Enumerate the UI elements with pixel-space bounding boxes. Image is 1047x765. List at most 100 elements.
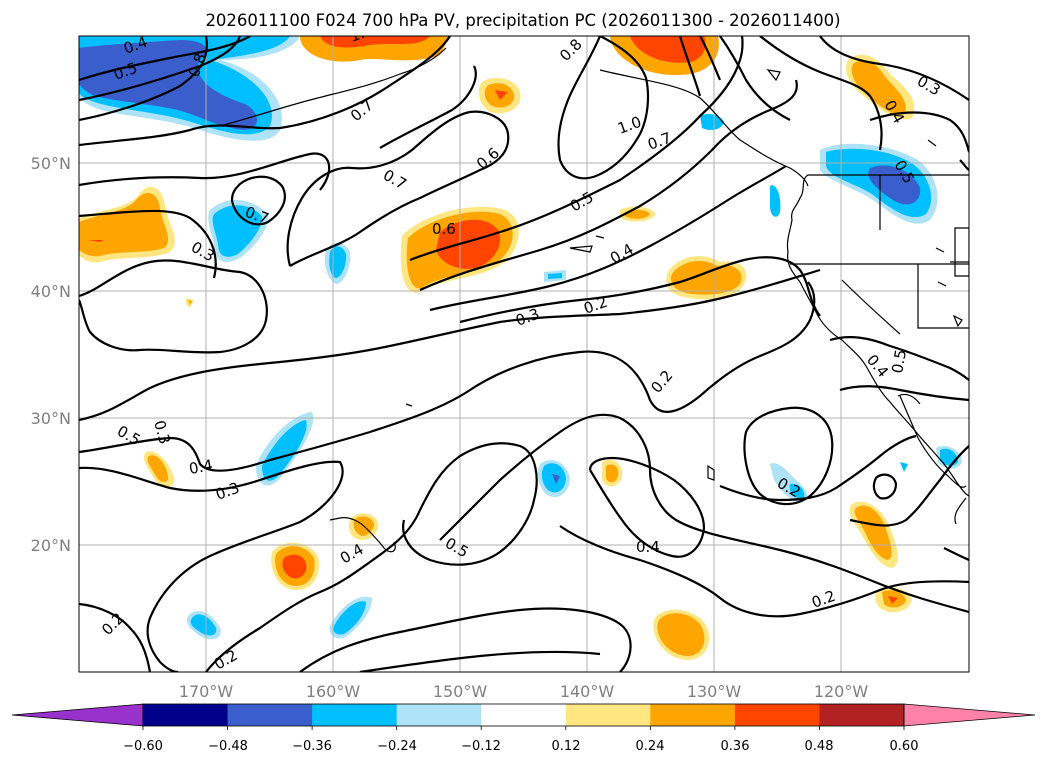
pv-contour [79, 36, 242, 102]
us-state-border [917, 264, 969, 329]
latitude-tick-labels: 20°N 30°N 40°N 50°N [31, 154, 71, 555]
colorbar-tick-label: −0.60 [123, 739, 163, 754]
pv-contour [759, 36, 883, 151]
pv-contour [557, 36, 650, 180]
lon-tick-label: 140°W [560, 682, 615, 701]
precip-patch [625, 209, 650, 219]
precip-negative-shading [79, 36, 962, 640]
pv-contour [79, 281, 816, 472]
pv-contour [959, 159, 969, 171]
colorbar-tick-label: −0.12 [461, 739, 501, 754]
colorbar-segment [227, 704, 313, 726]
colorbar [11, 703, 1036, 730]
colorbar-segment [734, 704, 820, 726]
colorbar-tick-label: −0.48 [208, 739, 248, 754]
contour-label: 1.0 [347, 21, 376, 46]
lon-tick-label: 130°W [687, 682, 742, 701]
contour-label: 0.4 [188, 456, 215, 478]
island [595, 235, 605, 239]
colorbar-segment [312, 704, 398, 726]
longitude-tick-labels: 170°W 160°W 150°W 140°W 130°W 120°W [179, 682, 869, 701]
precip-patch [495, 90, 508, 100]
pv-contour [559, 525, 969, 618]
pv-contour [869, 111, 969, 153]
pv-contour [79, 460, 344, 672]
pv-contour [819, 36, 969, 101]
contour-label: 0.5 [888, 348, 910, 375]
pv-contour [286, 110, 510, 267]
pv-contour [678, 36, 702, 97]
pv-contour [872, 473, 898, 500]
mexico-coast [954, 497, 967, 525]
pv-contour [379, 65, 477, 149]
precip-patch [188, 300, 192, 305]
contour-label: 0.3 [150, 418, 174, 446]
colorbar-segment [396, 704, 482, 726]
coastlines [219, 47, 969, 553]
precip-patch [333, 601, 366, 635]
lon-tick-label: 150°W [433, 682, 488, 701]
pv-contour [230, 175, 286, 226]
lat-tick-label: 50°N [31, 154, 71, 173]
precip-patch [436, 219, 501, 269]
contour-label: 0.4 [636, 538, 660, 556]
pv-contour [79, 602, 152, 672]
precip-patch [320, 36, 430, 48]
precip-patch [147, 455, 169, 482]
plot-title: 2026011100 F024 700 hPa PV, precipitatio… [205, 11, 840, 30]
pv-contour [459, 256, 821, 324]
lat-tick-label: 20°N [31, 536, 71, 555]
colorbar-tick-label: 0.36 [721, 739, 750, 754]
pv-contour [743, 406, 834, 506]
lon-tick-label: 160°W [306, 682, 361, 701]
pv-contour [409, 36, 744, 262]
pv-contour [299, 607, 632, 672]
lon-tick-label: 170°W [179, 682, 234, 701]
pv-contour [205, 442, 538, 672]
north-america-coast [786, 174, 969, 497]
pv-contour [79, 209, 217, 279]
colorbar-tick-label: −0.36 [292, 739, 332, 754]
precip-patch [282, 554, 307, 579]
aleutian-islands [219, 47, 447, 127]
colorbar-extend-max [903, 703, 1036, 727]
island [952, 314, 963, 328]
precip-patch [212, 205, 262, 257]
us-state-border [841, 279, 901, 335]
island [766, 69, 781, 82]
map-panel: 0.4 0.5 0.8 0.7 1.0 0.8 0.7 0.7 0.6 0.5 … [78, 21, 970, 673]
precip-patch [851, 60, 906, 115]
hawaii-islands [329, 517, 396, 553]
pv-contour [79, 36, 208, 122]
pv-contour [719, 434, 917, 502]
island [935, 247, 947, 287]
pv-contour [79, 36, 251, 82]
colorbar-segment [143, 704, 229, 726]
precip-patch [888, 596, 898, 604]
pv-contour [419, 79, 798, 292]
colorbar-segment [819, 704, 905, 726]
colorbar-extend-min [11, 703, 144, 727]
pv-contour [79, 259, 268, 354]
precip-patch [88, 240, 104, 242]
precip-patch [900, 462, 908, 472]
pv-contour [439, 413, 969, 614]
colorbar-tick-labels: −0.60 −0.48 −0.36 −0.24 −0.12 0.12 0.24 … [123, 739, 918, 754]
pv-contour [699, 36, 722, 81]
colorbar-tick-label: 0.48 [805, 739, 834, 754]
pv-contour [79, 152, 331, 191]
pv-contour [839, 385, 969, 402]
colorbar-segment [565, 704, 651, 726]
precip-patch [552, 474, 560, 484]
precip-patch [854, 505, 892, 560]
precip-positive-shading [79, 36, 915, 660]
precip-patch [79, 40, 258, 130]
precip-patch [789, 483, 805, 499]
precip-patch [262, 420, 307, 481]
alaska-canada-coast [599, 69, 809, 187]
lake [954, 227, 969, 277]
pv-contour [79, 36, 451, 147]
pv-contour [79, 268, 821, 422]
map-border [78, 35, 970, 673]
